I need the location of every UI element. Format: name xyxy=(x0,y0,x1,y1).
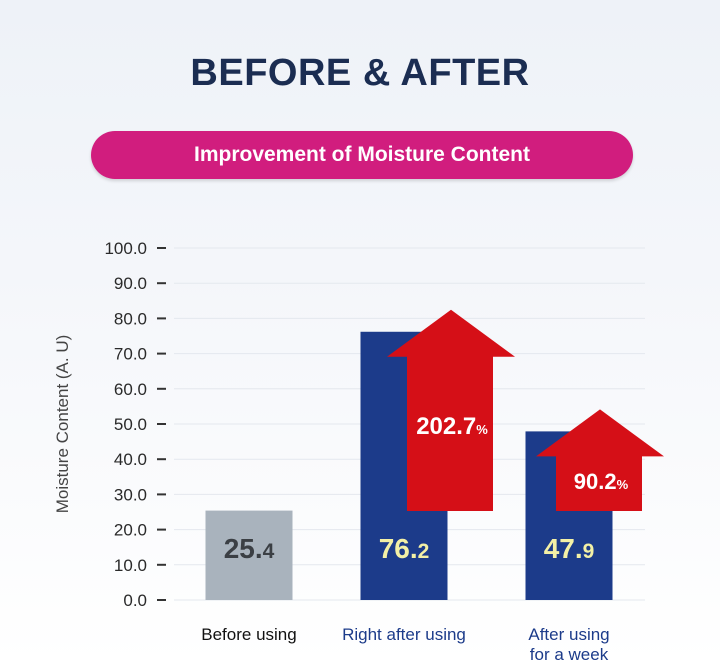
y-tick-label: 90.0 xyxy=(114,274,147,293)
bar xyxy=(205,510,293,600)
up-arrow-icon xyxy=(536,409,664,511)
y-tick-label: 60.0 xyxy=(114,380,147,399)
bar-value-label: 25.4 xyxy=(224,533,275,564)
y-tick-label: 10.0 xyxy=(114,556,147,575)
subtitle-banner: Improvement of Moisture Content xyxy=(91,131,633,179)
bar-value-label: 47.9 xyxy=(544,533,595,564)
y-axis-label: Moisture Content (A. U) xyxy=(53,335,72,514)
page-title: BEFORE & AFTER xyxy=(190,52,530,94)
y-tick-label: 50.0 xyxy=(114,415,147,434)
y-tick-label: 40.0 xyxy=(114,450,147,469)
y-tick-label: 30.0 xyxy=(114,485,147,504)
increase-label: 202.7% xyxy=(416,413,488,440)
y-tick-label: 80.0 xyxy=(114,309,147,328)
y-tick-label: 100.0 xyxy=(104,239,147,258)
subtitle-text: Improvement of Moisture Content xyxy=(193,143,530,166)
y-tick-label: 70.0 xyxy=(114,345,147,364)
y-tick-label: 20.0 xyxy=(114,521,147,540)
bar-value-label: 76.2 xyxy=(379,533,430,564)
y-tick-label: 0.0 xyxy=(123,591,147,610)
category-label: Right after using xyxy=(342,625,466,644)
increase-label: 90.2% xyxy=(574,469,629,494)
category-label: Before using xyxy=(201,625,296,644)
category-label: After using for a week xyxy=(528,625,609,663)
up-arrow-icon xyxy=(387,309,515,511)
